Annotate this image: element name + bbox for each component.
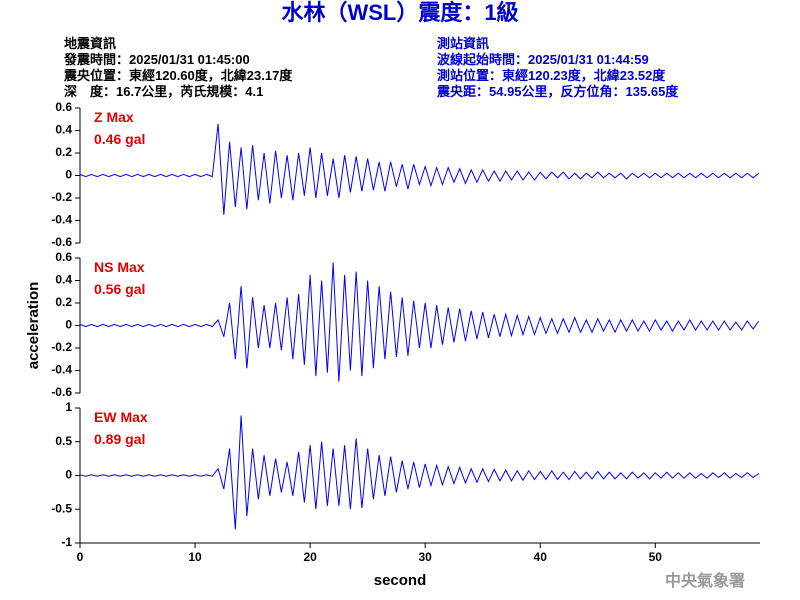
y-tick-label: 0.6 xyxy=(55,100,72,114)
y-tick-label: 0.4 xyxy=(55,123,72,137)
y-tick-label: -0.2 xyxy=(51,340,72,354)
info-left: 發震時間：2025/01/31 01:45:00 xyxy=(63,52,250,67)
waveform xyxy=(79,262,760,382)
y-tick-label: 0.2 xyxy=(55,295,72,309)
y-tick-label: -0.5 xyxy=(51,501,72,515)
y-tick-label: 0.2 xyxy=(55,145,72,159)
x-tick-label: 20 xyxy=(303,550,317,564)
y-tick-label: -0.4 xyxy=(51,363,72,377)
x-axis-label: second xyxy=(374,572,427,589)
y-tick-label: 1 xyxy=(65,400,72,414)
info-right: 測站位置：東經120.23度，北緯23.52度 xyxy=(437,68,666,83)
info-right: 測站資訊 xyxy=(437,36,489,51)
y-tick-label: 0.4 xyxy=(55,273,72,287)
y-tick-label: 0 xyxy=(65,468,72,482)
x-tick-label: 40 xyxy=(534,550,548,564)
waveform xyxy=(79,415,760,530)
y-tick-label: -0.6 xyxy=(51,385,72,399)
y-tick-label: 0 xyxy=(65,318,72,332)
chart-title: 水林（WSL）震度：1級 xyxy=(281,0,518,25)
info-left: 震央位置：東經120.60度，北緯23.17度 xyxy=(63,68,293,83)
info-right: 波線起始時間：2025/01/31 01:44:59 xyxy=(437,52,649,67)
y-tick-label: 0.5 xyxy=(55,434,72,448)
watermark: 中央氣象署 xyxy=(665,571,745,590)
y-tick-label: 0 xyxy=(65,168,72,182)
y-tick-label: -1 xyxy=(61,535,72,549)
info-left: 深 度：16.7公里，芮氏規模：4.1 xyxy=(64,84,263,99)
y-tick-label: -0.2 xyxy=(51,190,72,204)
waveform xyxy=(79,123,760,215)
y-tick-label: 0.6 xyxy=(55,250,72,264)
annotation: NS Max xyxy=(94,259,145,275)
annotation: 0.56 gal xyxy=(94,281,145,297)
y-tick-label: -0.4 xyxy=(51,213,72,227)
x-tick-label: 10 xyxy=(188,550,202,564)
x-tick-label: 0 xyxy=(77,550,84,564)
annotation: EW Max xyxy=(94,409,148,425)
x-tick-label: 30 xyxy=(418,550,432,564)
y-tick-label: -0.6 xyxy=(51,235,72,249)
annotation: 0.46 gal xyxy=(94,131,145,147)
x-tick-label: 50 xyxy=(649,550,663,564)
info-left: 地震資訊 xyxy=(64,36,116,51)
y-axis-label: acceleration xyxy=(25,282,42,370)
annotation: Z Max xyxy=(94,109,134,125)
info-right: 震央距：54.95公里，反方位角：135.65度 xyxy=(436,84,679,99)
annotation: 0.89 gal xyxy=(94,431,145,447)
